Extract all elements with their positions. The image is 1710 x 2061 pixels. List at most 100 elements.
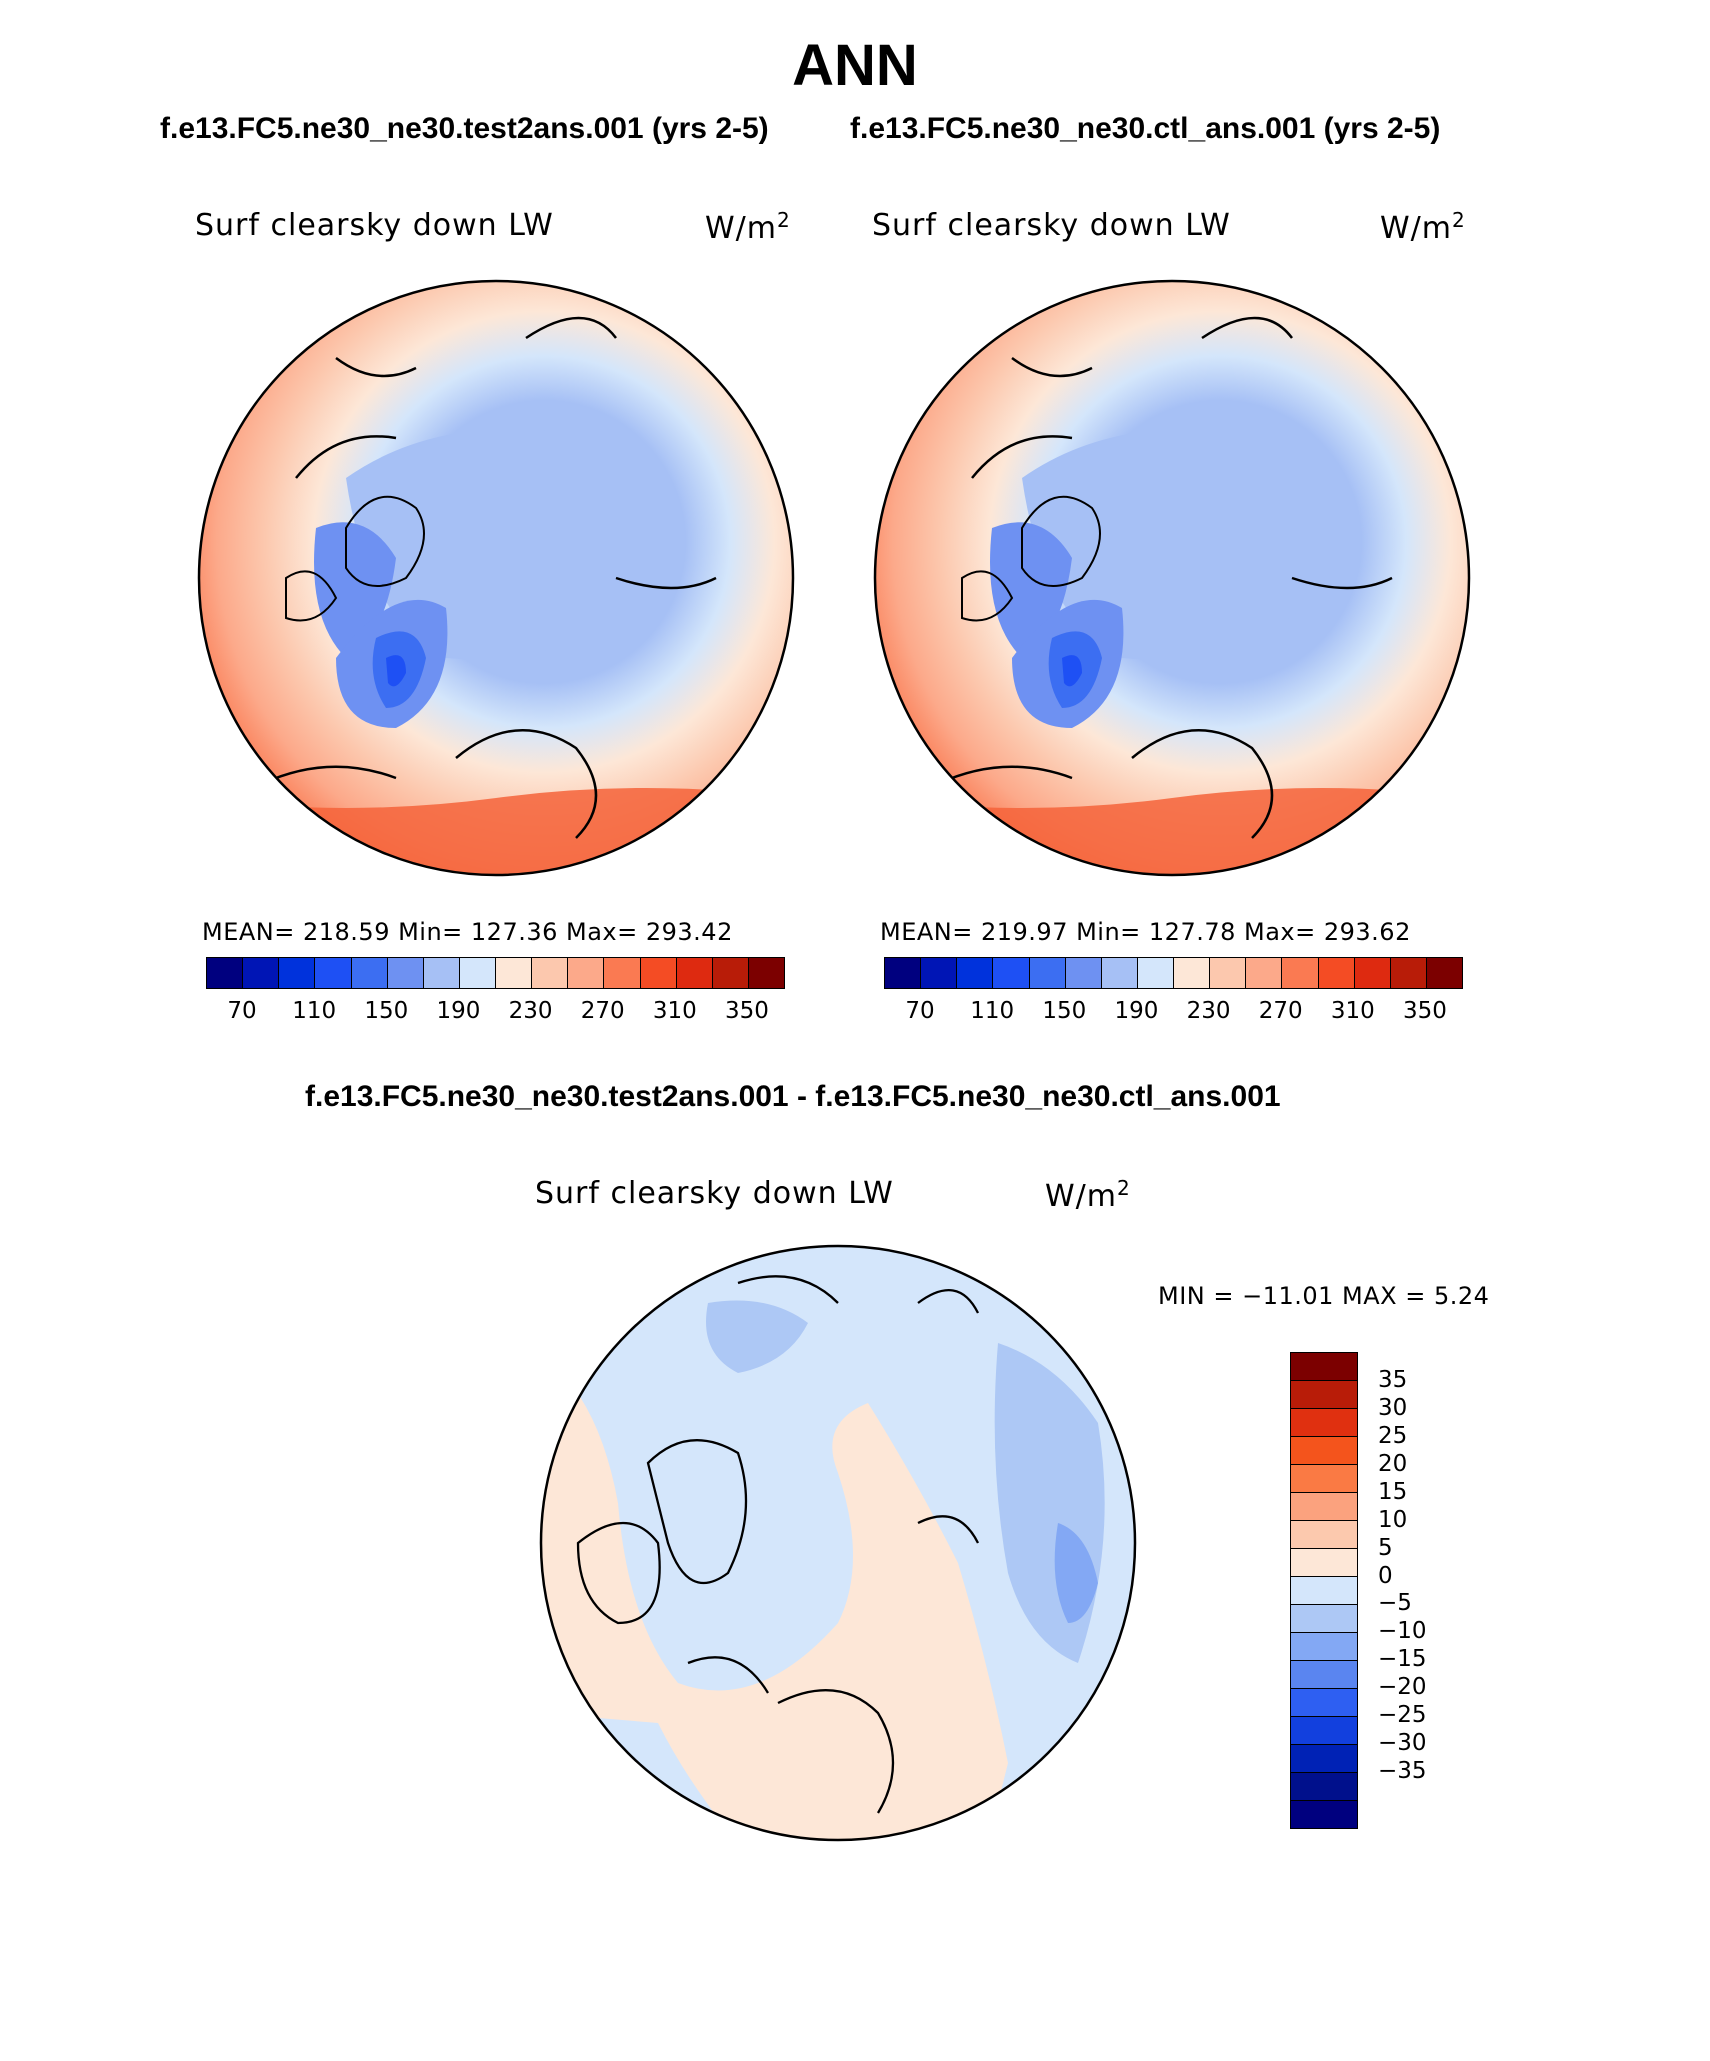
test-colorbar-swatch [279, 958, 316, 988]
control-colorbar-swatch [1210, 958, 1247, 988]
control-colorbar-tick-label: 190 [1114, 998, 1159, 1024]
diff-colorbar-tick-label: 10 [1378, 1506, 1408, 1533]
diff-colorbar-tick-label: 30 [1378, 1394, 1408, 1421]
figure-title: ANN [792, 33, 918, 98]
control-colorbar-swatch [1390, 958, 1427, 988]
test-colorbar-swatch [459, 958, 496, 988]
control-colorbar-tick-label: 350 [1402, 998, 1447, 1024]
test-polar-map [197, 279, 795, 877]
control-colorbar-swatch [957, 958, 994, 988]
test-colorbar [206, 957, 785, 989]
test-colorbar-tick-label: 150 [364, 998, 409, 1024]
diff-colorbar [1290, 1352, 1358, 1829]
control-colorbar-swatch [1101, 958, 1138, 988]
diff-colorbar-tick-label: −30 [1378, 1730, 1427, 1757]
diff-colorbar-tick-label: 20 [1378, 1450, 1408, 1477]
control-colorbar-tick-label: 150 [1042, 998, 1087, 1024]
control-colorbar-swatch [1065, 958, 1102, 988]
test-colorbar-swatch [568, 958, 605, 988]
diff-stats: MIN = −11.01 MAX = 5.24 [1158, 1282, 1490, 1310]
test-colorbar-swatch [423, 958, 460, 988]
test-colorbar-swatch [496, 958, 533, 988]
diff-colorbar-tick-label: −35 [1378, 1758, 1427, 1785]
test-colorbar-tick-label: 190 [436, 998, 481, 1024]
diff-colorbar-tick-label: −20 [1378, 1674, 1427, 1701]
diff-colorbar-tick-label: −25 [1378, 1702, 1427, 1729]
control-colorbar-ticks: 70 110 150 190 230 270 310 350 [884, 998, 1461, 1028]
diff-colorbar-swatch [1291, 1381, 1357, 1409]
control-case-title: f.e13.FC5.ne30_ne30.ctl_ans.001 (yrs 2-5… [850, 112, 1441, 145]
control-colorbar-swatch [1029, 958, 1066, 988]
diff-colorbar-swatch [1291, 1689, 1357, 1717]
control-colorbar-swatch [921, 958, 958, 988]
diff-colorbar-swatch [1291, 1465, 1357, 1493]
diff-colorbar-swatch [1291, 1633, 1357, 1661]
diff-colorbar-swatch [1291, 1745, 1357, 1773]
control-units-label: W/m2 [1380, 208, 1466, 246]
test-colorbar-tick-label: 230 [508, 998, 553, 1024]
control-colorbar-swatch [1354, 958, 1391, 988]
test-colorbar-tick-label: 350 [724, 998, 769, 1024]
test-colorbar-swatch [676, 958, 713, 988]
diff-title: f.e13.FC5.ne30_ne30.test2ans.001 - f.e13… [305, 1080, 1281, 1113]
diff-colorbar-swatch [1291, 1437, 1357, 1465]
control-colorbar-swatch [1318, 958, 1355, 988]
diff-colorbar-tick-label: 15 [1378, 1478, 1408, 1505]
control-colorbar-swatch [993, 958, 1030, 988]
diff-colorbar-swatch [1291, 1605, 1357, 1633]
control-colorbar-swatch [1426, 958, 1462, 988]
test-colorbar-swatch [604, 958, 641, 988]
control-colorbar-swatch [1137, 958, 1174, 988]
test-colorbar-swatch [532, 958, 569, 988]
test-stats: MEAN= 218.59 Min= 127.36 Max= 293.42 [202, 918, 733, 946]
control-colorbar-swatch [885, 958, 922, 988]
control-colorbar-tick-label: 110 [970, 998, 1015, 1024]
diff-colorbar-tick-label: 25 [1378, 1422, 1408, 1449]
diff-colorbar-swatch [1291, 1577, 1357, 1605]
test-colorbar-swatch [315, 958, 352, 988]
test-colorbar-tick-label: 310 [652, 998, 697, 1024]
diff-colorbar-swatch [1291, 1353, 1357, 1381]
test-case-title: f.e13.FC5.ne30_ne30.test2ans.001 (yrs 2-… [160, 112, 769, 145]
diff-colorbar-swatch [1291, 1717, 1357, 1745]
test-colorbar-swatch [387, 958, 424, 988]
test-colorbar-tick-label: 110 [292, 998, 337, 1024]
control-polar-map [873, 279, 1471, 877]
control-colorbar-tick-label: 70 [905, 998, 935, 1024]
test-colorbar-swatch [207, 958, 244, 988]
diff-colorbar-swatch [1291, 1549, 1357, 1577]
test-variable-label: Surf clearsky down LW [195, 208, 554, 243]
diff-variable-label: Surf clearsky down LW [535, 1176, 894, 1211]
diff-units-label: W/m2 [1045, 1176, 1131, 1214]
control-stats: MEAN= 219.97 Min= 127.78 Max= 293.62 [880, 918, 1411, 946]
diff-colorbar-swatch [1291, 1521, 1357, 1549]
control-colorbar-tick-label: 310 [1330, 998, 1375, 1024]
control-colorbar-tick-label: 230 [1186, 998, 1231, 1024]
test-colorbar-swatch [748, 958, 784, 988]
diff-colorbar-tick-label: −10 [1378, 1618, 1427, 1645]
diff-colorbar-tick-label: 0 [1378, 1562, 1393, 1589]
control-colorbar-tick-label: 270 [1258, 998, 1303, 1024]
diff-colorbar-swatch [1291, 1661, 1357, 1689]
control-colorbar-swatch [1282, 958, 1319, 988]
diff-colorbar-swatch [1291, 1773, 1357, 1801]
diff-colorbar-tick-label: 5 [1378, 1534, 1393, 1561]
test-colorbar-swatch [351, 958, 388, 988]
test-colorbar-swatch [712, 958, 749, 988]
diff-colorbar-swatch [1291, 1801, 1357, 1828]
test-colorbar-tick-label: 70 [227, 998, 257, 1024]
control-colorbar-swatch [1174, 958, 1211, 988]
diff-colorbar-swatch [1291, 1493, 1357, 1521]
control-colorbar-swatch [1246, 958, 1283, 988]
diff-colorbar-tick-label: −15 [1378, 1646, 1427, 1673]
diff-colorbar-swatch [1291, 1409, 1357, 1437]
diff-polar-map [539, 1244, 1137, 1842]
test-colorbar-swatch [243, 958, 280, 988]
diff-colorbar-tick-label: 35 [1378, 1366, 1408, 1393]
test-colorbar-tick-label: 270 [580, 998, 625, 1024]
control-variable-label: Surf clearsky down LW [872, 208, 1231, 243]
test-units-label: W/m2 [705, 208, 791, 246]
control-colorbar [884, 957, 1463, 989]
test-colorbar-swatch [640, 958, 677, 988]
test-colorbar-ticks: 70 110 150 190 230 270 310 350 [206, 998, 783, 1028]
